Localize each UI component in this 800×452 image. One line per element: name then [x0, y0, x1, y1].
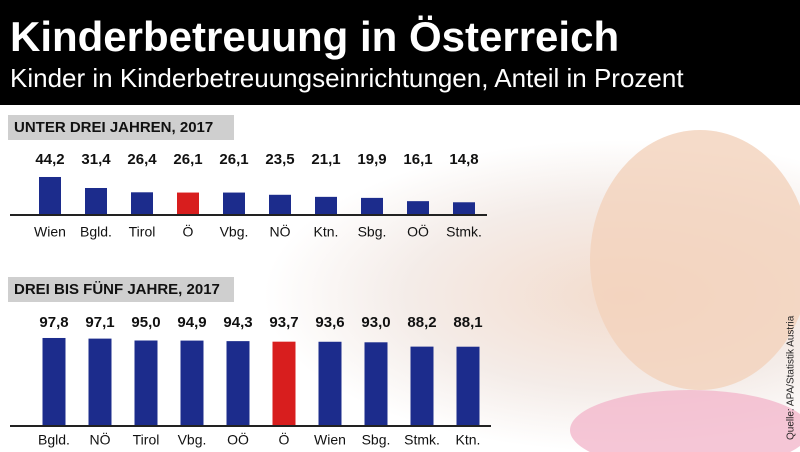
value-label: 95,0 [131, 314, 160, 331]
category-label: NÖ [270, 223, 291, 240]
value-label: 16,1 [403, 151, 432, 168]
value-label: 26,4 [127, 151, 157, 168]
bar [39, 176, 61, 215]
value-label: 19,9 [357, 151, 386, 168]
category-label: Stmk. [446, 224, 482, 240]
bar [272, 341, 296, 426]
category-label: Wien [34, 224, 66, 240]
source: Quelle: APA/Statistik Austria [786, 315, 797, 440]
value-label: 88,2 [407, 314, 436, 331]
value-label: 26,1 [219, 151, 248, 168]
title: Kinderbetreuung in Österreich [10, 13, 619, 60]
value-label: 93,6 [315, 314, 344, 331]
value-label: 23,5 [265, 151, 294, 168]
bar [223, 192, 245, 215]
value-label: 31,4 [81, 151, 111, 168]
category-label: Bgld. [38, 432, 70, 448]
section-label: DREI BIS FÜNF JAHRE, 2017 [14, 281, 220, 298]
subtitle: Kinder in Kinderbetreuungseinrichtungen,… [10, 63, 684, 93]
photo-face [590, 130, 800, 390]
bar [453, 202, 475, 215]
bar [131, 192, 153, 215]
bar [226, 341, 250, 426]
bar [85, 187, 107, 215]
header [0, 0, 800, 105]
category-label: Stmk. [404, 432, 440, 448]
category-label: Wien [314, 432, 346, 448]
category-label: Vbg. [220, 224, 249, 240]
value-label: 93,7 [269, 314, 298, 331]
bar [407, 201, 429, 215]
category-label: OÖ [407, 223, 429, 240]
bar [134, 340, 158, 426]
category-label: Sbg. [358, 224, 387, 240]
value-label: 94,3 [223, 314, 252, 331]
section-label-box [8, 115, 234, 140]
value-label: 97,1 [85, 314, 114, 331]
bar [456, 346, 480, 426]
bar [410, 346, 434, 426]
photo-bowl [570, 390, 800, 452]
category-label: Ö [279, 431, 290, 448]
value-label: 93,0 [361, 314, 390, 331]
bar [364, 342, 388, 426]
bar [88, 338, 112, 426]
bar [315, 196, 337, 215]
value-label: 44,2 [35, 151, 64, 168]
value-label: 88,1 [453, 314, 482, 331]
bar [177, 192, 199, 215]
category-label: Vbg. [178, 432, 207, 448]
bar [42, 337, 66, 426]
category-label: Ktn. [314, 224, 339, 240]
category-label: Bgld. [80, 224, 112, 240]
bar [269, 194, 291, 215]
value-label: 26,1 [173, 151, 202, 168]
bar [180, 340, 204, 426]
value-label: 94,9 [177, 314, 206, 331]
category-label: Ktn. [456, 432, 481, 448]
category-label: NÖ [90, 431, 111, 448]
section-label: UNTER DREI JAHREN, 2017 [14, 119, 213, 136]
category-label: Sbg. [362, 432, 391, 448]
value-label: 21,1 [311, 151, 340, 168]
value-label: 14,8 [449, 151, 478, 168]
category-label: Tirol [129, 224, 156, 240]
category-label: Ö [183, 223, 194, 240]
value-label: 97,8 [39, 314, 68, 331]
section-label-box [8, 277, 234, 302]
bar [361, 197, 383, 215]
category-label: Tirol [133, 432, 160, 448]
category-label: OÖ [227, 431, 249, 448]
bar [318, 341, 342, 426]
